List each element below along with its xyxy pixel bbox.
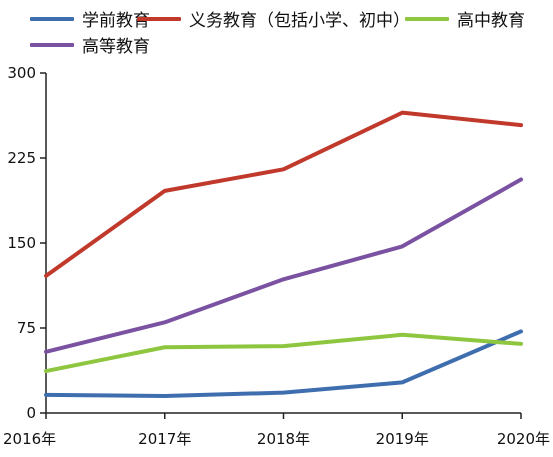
y-tick-label: 0 bbox=[26, 404, 36, 422]
x-tick-label: 2019年 bbox=[376, 430, 429, 448]
legend-label-preschool: 学前教育 bbox=[82, 11, 150, 31]
series-line-3 bbox=[44, 177, 523, 354]
legend-swatch-compulsory bbox=[137, 16, 181, 21]
legend: 学前教育 义务教育（包括小学、初中） 高中教育 高等教育 bbox=[0, 0, 553, 60]
legend-item-preschool: 学前教育 bbox=[30, 6, 150, 31]
legend-item-compulsory: 义务教育（包括小学、初中） bbox=[137, 6, 410, 31]
y-axis-ticks: 0 75 150 225 300 bbox=[7, 64, 46, 422]
legend-item-higher: 高等教育 bbox=[30, 32, 150, 57]
x-tick-label: 2018年 bbox=[257, 430, 310, 448]
x-tick-label: 2020年 bbox=[497, 430, 550, 448]
legend-swatch-highschool bbox=[405, 16, 449, 21]
legend-label-higher: 高等教育 bbox=[82, 37, 150, 57]
x-tick-label: 2016年 bbox=[3, 430, 56, 448]
legend-label-compulsory: 义务教育（包括小学、初中） bbox=[189, 11, 410, 31]
x-axis-ticks: 2016年 2017年 2018年 2019年 2020年 bbox=[3, 413, 550, 448]
y-tick-label: 300 bbox=[7, 64, 36, 82]
x-tick-label: 2017年 bbox=[138, 430, 191, 448]
y-tick-label: 225 bbox=[7, 149, 36, 167]
y-tick-label: 150 bbox=[7, 234, 36, 252]
legend-item-highschool: 高中教育 bbox=[405, 6, 525, 31]
legend-swatch-higher bbox=[30, 42, 74, 47]
legend-swatch-preschool bbox=[30, 16, 74, 21]
series-line-0 bbox=[44, 329, 523, 398]
legend-label-highschool: 高中教育 bbox=[457, 11, 525, 31]
series-lines bbox=[44, 110, 523, 398]
series-line-1 bbox=[44, 110, 523, 278]
y-tick-label: 75 bbox=[17, 319, 36, 337]
series-line-2 bbox=[44, 332, 523, 374]
